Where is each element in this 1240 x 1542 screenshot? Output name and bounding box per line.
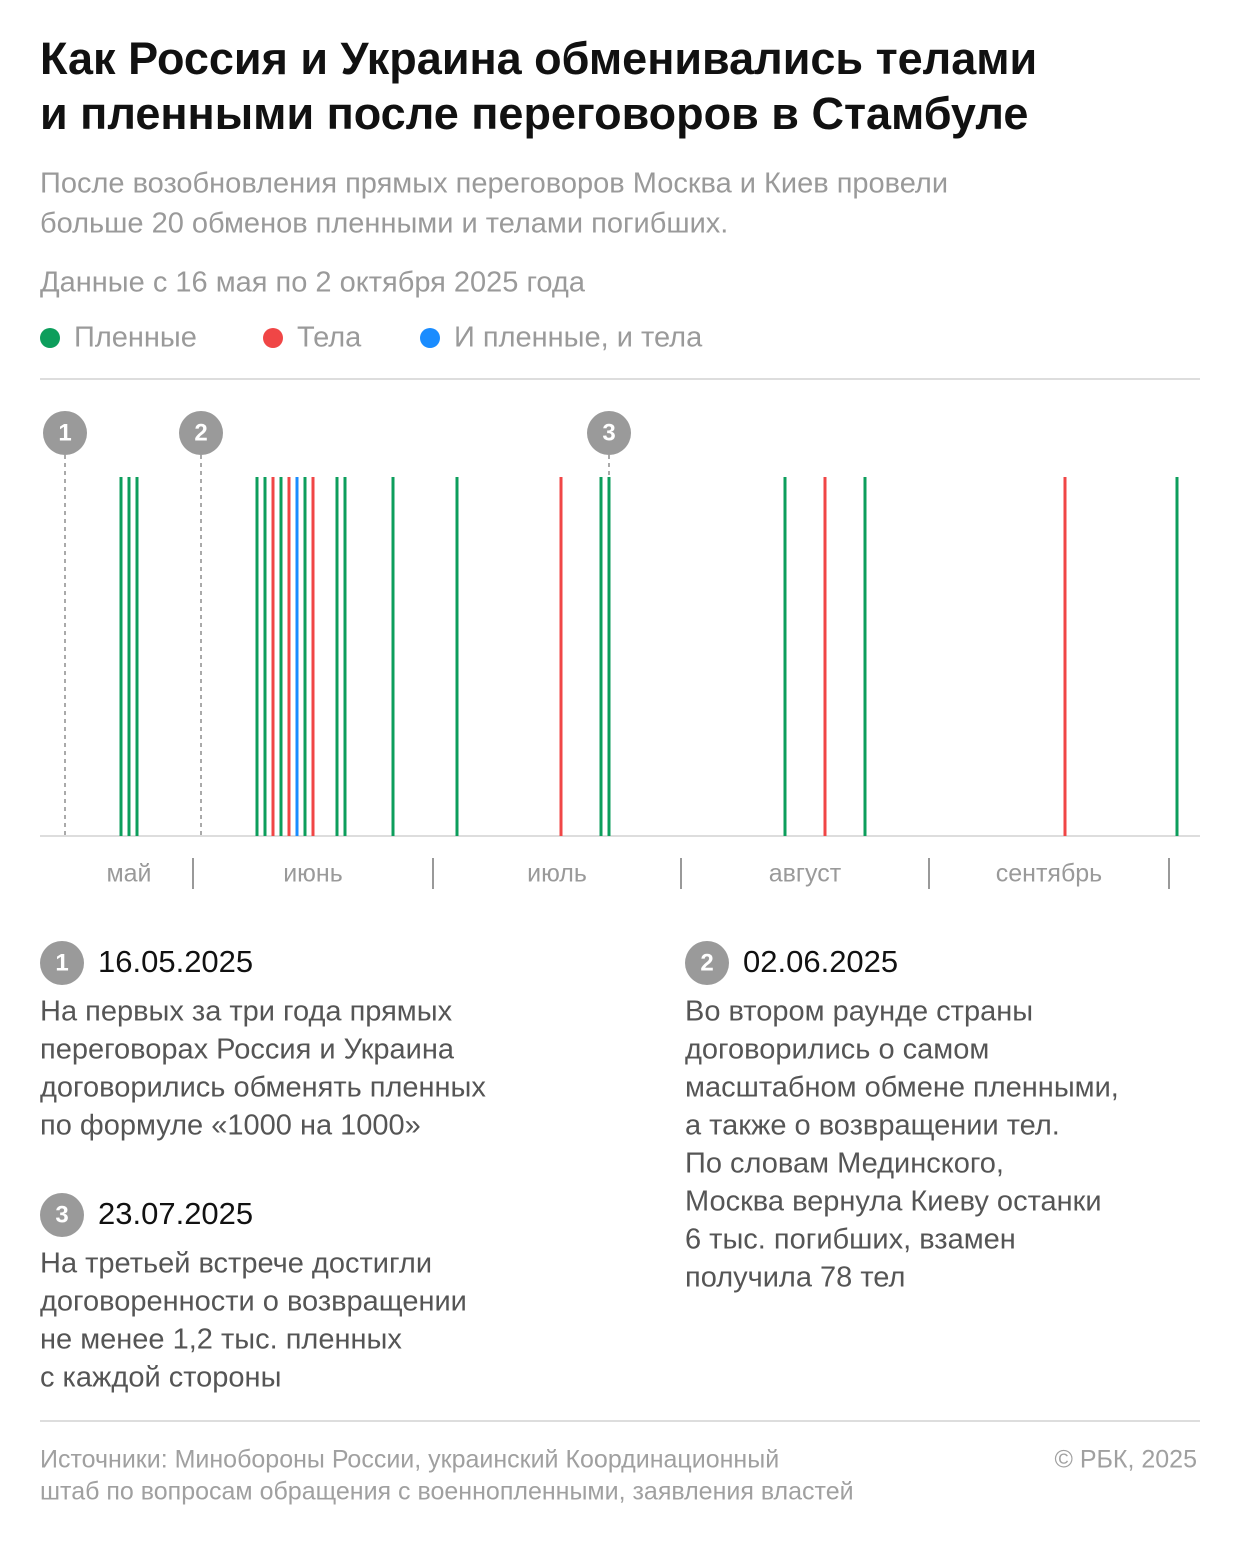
note: Данные с 16 мая по 2 октября 2025 года — [40, 267, 586, 299]
legend-swatch — [263, 328, 283, 348]
chart-title: Как Россия и Украина обменивались телами — [40, 33, 1037, 84]
milestone-badge — [587, 411, 631, 455]
milestone-text: а также о возвращении тел. — [685, 1110, 1060, 1142]
milestone-badge — [40, 941, 84, 985]
source: Источники: Минобороны России, украинский… — [40, 1446, 779, 1474]
legend-swatch — [420, 328, 440, 348]
milestone-text: договоренности о возвращении — [40, 1286, 467, 1318]
legend-swatch — [40, 328, 60, 348]
milestone-text: переговорах Россия и Украина — [40, 1034, 455, 1066]
milestone-text: договорились обменять пленных — [40, 1072, 486, 1104]
milestone-date: 23.07.2025 — [98, 1196, 253, 1231]
milestone-badge — [40, 1193, 84, 1237]
milestone-text: с каждой стороны — [40, 1362, 281, 1394]
milestone-badge — [685, 941, 729, 985]
subtitle: После возобновления прямых переговоров М… — [40, 168, 948, 200]
copyright: © РБК, 2025 — [1054, 1446, 1197, 1474]
milestone-text: 6 тыс. погибших, взамен — [685, 1224, 1016, 1256]
month-label: июнь — [283, 860, 343, 888]
month-label: май — [106, 860, 151, 888]
month-label: июль — [527, 860, 587, 888]
legend-label: Тела — [297, 322, 362, 354]
milestone-number: 3 — [602, 419, 615, 446]
legend-label: И пленные, и тела — [454, 322, 703, 354]
milestone-number: 1 — [55, 949, 68, 976]
milestone-text: Во втором раунде страны — [685, 996, 1033, 1028]
milestone-date: 02.06.2025 — [743, 944, 898, 979]
milestone-text: не менее 1,2 тыс. пленных — [40, 1324, 402, 1356]
milestone-text: масштабном обмене пленными, — [685, 1072, 1119, 1104]
chart-title: и пленными после переговоров в Стамбуле — [40, 88, 1028, 139]
milestone-text: Москва вернула Киеву останки — [685, 1186, 1102, 1218]
milestone-text: На первых за три года прямых — [40, 996, 453, 1028]
source: штаб по вопросам обращения с военнопленн… — [40, 1478, 854, 1506]
month-label: август — [769, 860, 842, 888]
milestone-number: 2 — [700, 949, 713, 976]
milestone-number: 3 — [55, 1201, 68, 1228]
month-label: сентябрь — [996, 860, 1102, 888]
milestone-text: получила 78 тел — [685, 1262, 905, 1294]
milestone-number: 2 — [194, 419, 207, 446]
milestone-badge — [43, 411, 87, 455]
milestone-date: 16.05.2025 — [98, 944, 253, 979]
milestone-text: по формуле «1000 на 1000» — [40, 1110, 421, 1142]
milestone-text: договорились о самом — [685, 1034, 989, 1066]
subtitle: больше 20 обменов пленными и телами поги… — [40, 208, 728, 240]
legend-label: Пленные — [74, 322, 197, 354]
milestone-number: 1 — [58, 419, 71, 446]
milestone-text: На третьей встрече достигли — [40, 1248, 432, 1280]
milestone-badge — [179, 411, 223, 455]
milestone-text: По словам Мединского, — [685, 1148, 1004, 1180]
